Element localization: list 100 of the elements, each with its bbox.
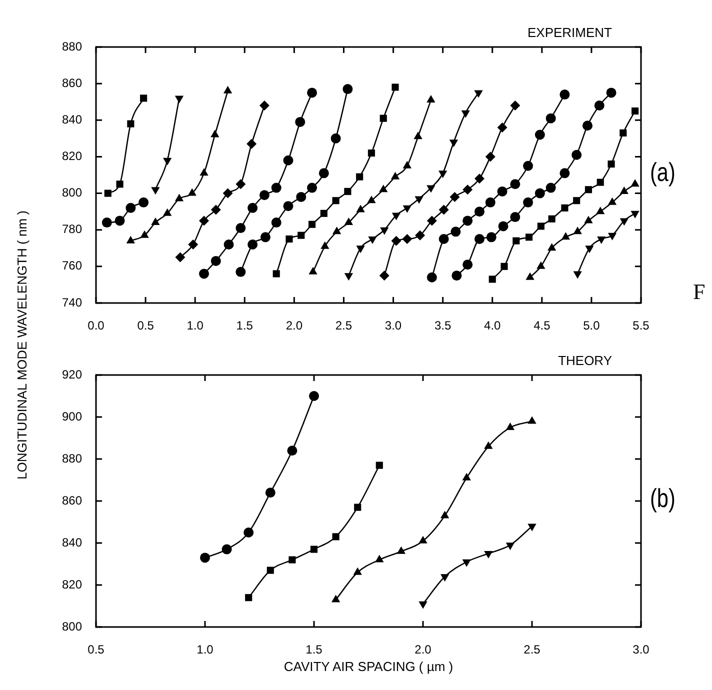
point [260,232,270,242]
point [272,270,280,278]
point [402,205,412,213]
point [632,107,639,115]
point [331,594,340,602]
point [380,114,387,122]
point [474,234,484,244]
point [283,155,294,166]
point [462,184,473,195]
point [368,236,377,244]
x-tick-label: 0.5 [137,318,154,333]
point [104,190,112,197]
point [484,551,493,558]
x-tick-label: 5.0 [583,318,600,333]
point [620,129,627,136]
point [248,202,258,213]
point [222,188,233,198]
point [356,173,364,180]
chart-title: EXPERIMENT [527,25,612,40]
x-tick-label: 5.5 [632,318,650,333]
point [582,120,592,131]
point [283,201,294,212]
y-tick-label: 880 [62,39,82,54]
point [497,186,508,196]
point [379,184,388,192]
point [561,232,570,240]
point [200,552,210,563]
x-tick-label: 2.0 [286,318,303,333]
point [295,116,306,127]
point [298,232,305,239]
point [174,194,184,202]
point [392,84,399,91]
point [548,215,556,222]
point [498,221,508,232]
chart-title: THEORY [558,353,612,368]
point [244,528,254,538]
x-tick-label: 1.5 [306,642,323,657]
point [402,234,412,244]
point [379,270,390,281]
point [506,422,515,430]
point [188,188,196,196]
point [236,179,246,190]
y-tick-label: 800 [62,619,82,634]
point [376,462,383,469]
y-tick-label: 900 [62,409,82,424]
x-tick-label: 3.0 [632,642,650,657]
point [510,179,520,190]
point [259,190,270,200]
x-tick-label: 0.5 [88,642,105,657]
x-tick-label: 4.0 [484,318,502,333]
point [485,152,496,162]
point [271,218,282,228]
point [526,272,534,280]
point [380,227,389,235]
point [572,150,582,160]
y-tick-label: 820 [62,149,82,164]
point [174,96,184,104]
point [597,236,606,244]
x-tick-label: 1.5 [236,318,254,333]
point [560,90,570,100]
point [223,86,232,94]
point [484,441,493,449]
point [199,216,210,226]
y-tick-label: 820 [62,577,82,592]
point [440,510,450,518]
point [546,113,556,124]
point [596,206,605,214]
point [474,174,484,184]
point [596,178,604,186]
point [266,566,274,574]
point [488,276,496,283]
point [462,559,471,567]
point [438,234,449,244]
point [449,140,458,148]
point [367,196,376,204]
x-tick-label: 2.0 [414,642,432,657]
point [525,234,533,241]
point [375,554,384,562]
x-tick-label: 1.0 [196,642,214,657]
point [426,272,437,282]
point [307,88,318,98]
point [210,130,220,138]
point [236,266,246,277]
point [462,216,473,226]
point [332,226,342,234]
point [546,182,556,193]
point [140,230,149,238]
point [102,218,112,228]
text: (a) [650,157,676,188]
point [353,567,362,575]
point [396,546,406,554]
point [286,235,293,243]
point [462,260,473,270]
text: F [693,279,706,305]
point [368,150,376,157]
point [222,544,232,554]
point [342,84,353,94]
point [392,212,401,220]
point [426,185,436,193]
point [584,216,593,224]
